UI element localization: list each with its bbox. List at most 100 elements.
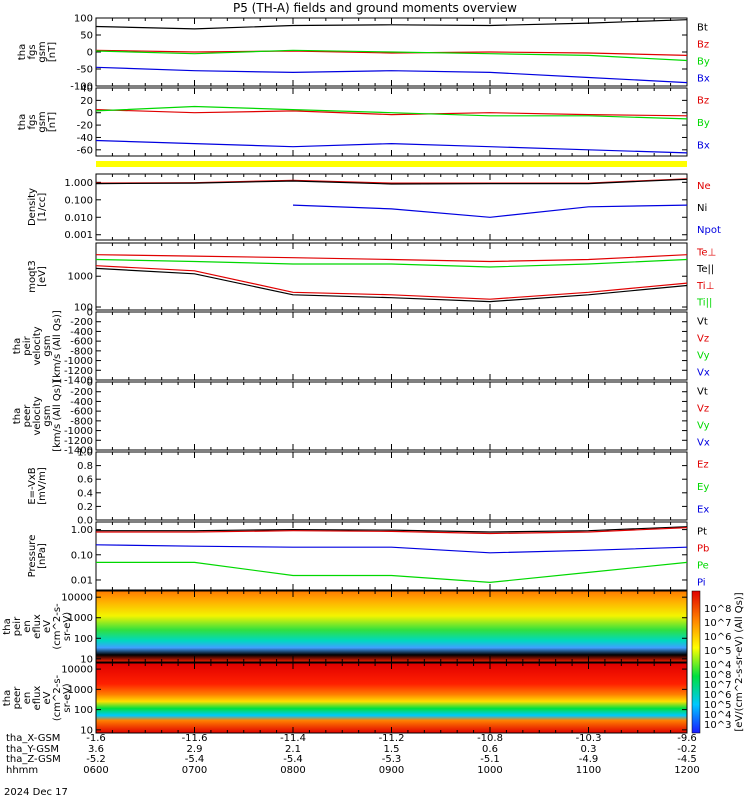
y-tick-label: 1.000 — [64, 178, 93, 189]
y-tick-label: 0.2 — [77, 502, 93, 513]
y-label-line: en — [22, 692, 33, 705]
flag-bar — [96, 161, 687, 167]
legend-Vy: Vy — [697, 351, 710, 362]
y-tick-label: -1400 — [64, 446, 93, 457]
legend-Pb: Pb — [697, 544, 709, 555]
y-tick-label: -50 — [77, 65, 93, 76]
panel-4: 1000 100 moqt3[eV] Te⊥ Te|| Ti⊥ Ti|| — [27, 242, 716, 314]
series-Bx — [95, 139, 688, 154]
footer-value: -11.6 — [181, 733, 208, 744]
series-Bz — [95, 49, 688, 56]
y-label-line: (cm^2-s- — [52, 674, 63, 721]
y-axis-label: thapeervelocitygsm[km/s (All Qs)] — [12, 380, 63, 452]
panel-8: 1.00 0.10 0.01 Pressure[nPa] Pt Pb Pe Pi — [27, 521, 709, 591]
y-label-line: sr-eV) — [62, 612, 73, 641]
y-tick-label: -40 — [77, 133, 93, 144]
y-label-line: sr-eV) — [62, 683, 73, 712]
footer-value: 2.1 — [285, 743, 301, 755]
colorbar-tick: 10^7 — [704, 618, 731, 629]
series-By — [95, 105, 688, 120]
legend-Ez: Ez — [697, 459, 709, 470]
series-Pe — [96, 561, 688, 584]
footer-value: 1100 — [575, 764, 602, 776]
y-label-line: tha — [12, 408, 23, 424]
y-label-line: fgs — [27, 44, 38, 59]
footer-value: -5.4 — [184, 754, 205, 765]
y-tick-label: -20 — [77, 121, 93, 132]
y-label-line: eV — [42, 691, 53, 704]
footer-value: -0.2 — [677, 743, 697, 755]
footer-value: 1.5 — [383, 743, 400, 755]
legend-Bz: Bz — [697, 40, 709, 51]
y-label-line: [mV/m] — [37, 467, 48, 505]
y-label-line: eflux — [32, 686, 43, 711]
legend-Vy: Vy — [697, 421, 710, 432]
footer-value: 0900 — [378, 764, 405, 776]
y-tick-label: 10000 — [61, 593, 93, 604]
y-axis-label: thafgsgsm[nT] — [17, 111, 58, 132]
series-Te|| — [95, 267, 688, 303]
y-tick-label: 0 — [87, 48, 93, 59]
footer-value: -10.8 — [477, 733, 503, 744]
y-tick-label: 40 — [80, 84, 93, 95]
y-label-line: Pressure — [27, 535, 38, 578]
y-label-line: peer — [12, 686, 23, 710]
y-label-line: E=-VxB — [27, 467, 38, 504]
series-Bt — [95, 19, 688, 30]
series-Pi — [95, 544, 688, 554]
y-tick-label: -400 — [70, 327, 93, 338]
colorbar-tick: 10^8 — [704, 604, 731, 615]
y-label-line: tha — [17, 44, 28, 60]
spectrogram-electron — [96, 663, 687, 733]
legend-Bx: Bx — [697, 74, 710, 85]
colorbar-tick: 10^6 — [704, 690, 731, 701]
colorbar-tick: 10^3 — [704, 720, 731, 731]
y-label-line: eflux — [32, 614, 43, 639]
legend-Vx: Vx — [697, 368, 710, 379]
y-label-line: gsm — [37, 111, 48, 132]
y-tick-label: -1000 — [64, 426, 93, 437]
panel-frame — [95, 87, 688, 157]
y-tick-label: 100 — [74, 705, 93, 716]
series-Ti|| — [95, 258, 688, 268]
legend-Vz: Vz — [697, 404, 709, 415]
y-tick-label: 0.8 — [77, 461, 93, 472]
y-tick-label: 1000 — [68, 272, 93, 283]
panel-9: 10000 1000 100 10 thapeirenefluxeV(cm^2-s-sr… — [2, 590, 688, 665]
panel-5: 0-200-400-600-800-1000-1200-1400thapeirv… — [12, 308, 710, 387]
panel-frame — [95, 381, 688, 451]
legend-Te||: Te|| — [696, 264, 714, 275]
colorbar-tick: 10^5 — [704, 646, 731, 657]
y-label-line: moqt3 — [27, 260, 38, 293]
legend-Bz: Bz — [697, 95, 709, 106]
y-tick-label: 0.100 — [64, 195, 93, 206]
y-tick-label: 1000 — [68, 685, 93, 696]
footer-value: -1.6 — [86, 733, 106, 744]
series-Ni — [95, 178, 688, 185]
panel-3: 1.000 0.100 0.010 0.001 Density[1/cc] Ne Ni Npo… — [27, 173, 721, 241]
footer-value: -4.5 — [677, 754, 697, 765]
footer-value: 0.3 — [580, 743, 597, 755]
legend-Vt: Vt — [697, 387, 708, 398]
series-Npot — [292, 204, 688, 218]
legend-Te⊥: Te⊥ — [696, 247, 716, 258]
y-tick-label: 0.4 — [77, 488, 93, 499]
footer-row-label: tha_X-GSM — [6, 733, 61, 744]
y-tick-label: -1000 — [64, 356, 93, 367]
legend-Ti⊥: Ti⊥ — [696, 281, 714, 292]
y-tick-label: -60 — [77, 145, 93, 156]
panel-frame — [95, 451, 688, 521]
y-tick-label: -200 — [70, 317, 93, 328]
footer-value: 0700 — [181, 764, 208, 776]
colorbar-tick: 10^8 — [704, 670, 731, 681]
colorbar-tick: 10^6 — [704, 632, 731, 643]
panel-6: 0-200-400-600-800-1000-1200-1400thapeerv… — [12, 378, 710, 457]
footer-row-label: tha_Y-GSM — [6, 743, 60, 755]
series-Pt — [96, 526, 688, 533]
y-tick-label: 10 — [80, 725, 93, 736]
y-tick-label: 0.01 — [71, 575, 93, 586]
legend-Ni: Ni — [697, 203, 707, 214]
y-label-line: tha — [17, 114, 28, 130]
